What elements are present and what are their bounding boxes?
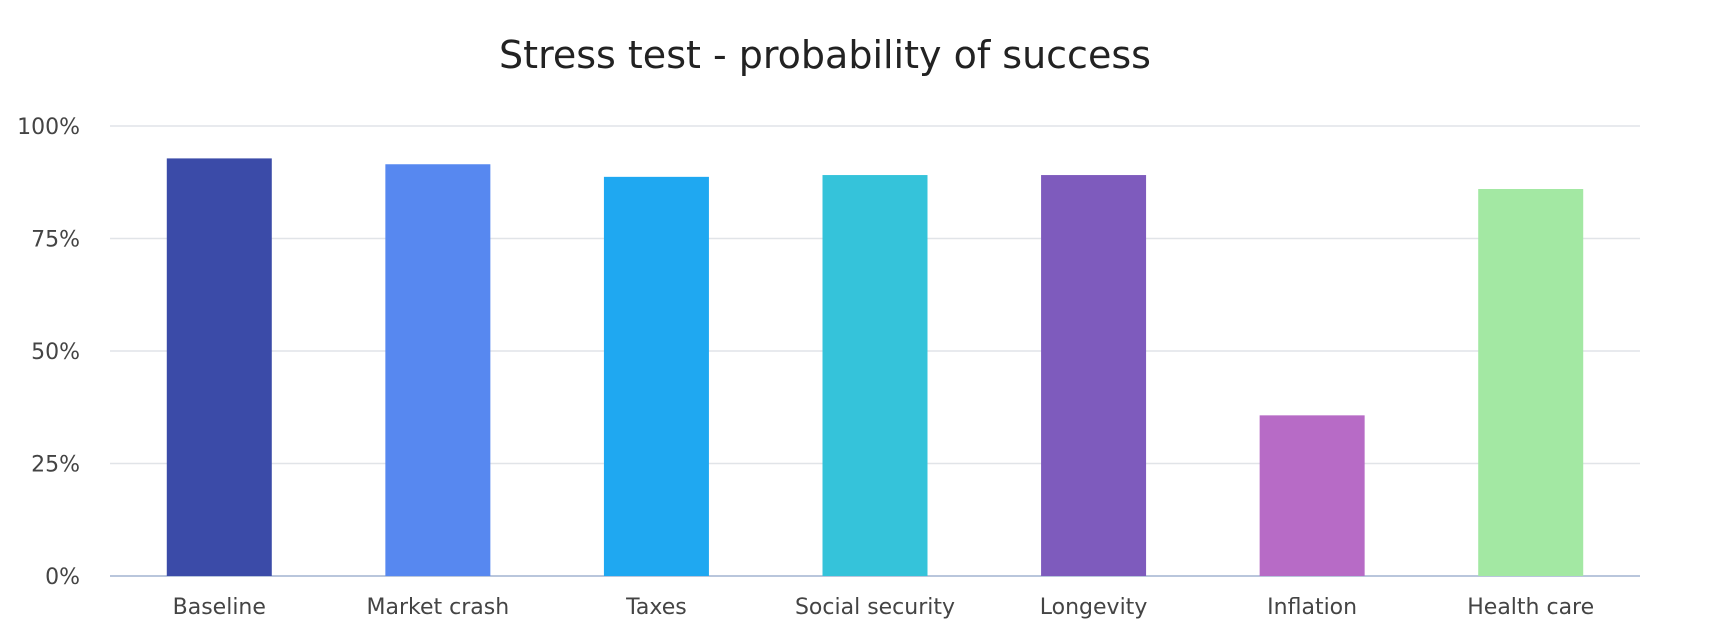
y-tick-label: 75% — [31, 228, 80, 253]
bar-health-care — [1478, 189, 1584, 576]
y-tick-label: 0% — [45, 565, 80, 590]
x-tick-label: Longevity — [1040, 595, 1148, 620]
x-axis-ticks: Baseline Market crash Taxes Social security… — [173, 595, 1595, 620]
x-tick-label: Health care — [1467, 595, 1594, 620]
y-tick-label: 50% — [31, 340, 80, 365]
bars — [166, 158, 1584, 577]
bar-longevity — [1041, 175, 1147, 577]
x-tick-label: Baseline — [173, 595, 266, 620]
x-tick-label: Social security — [795, 595, 955, 620]
chart-title: Stress test - probability of success — [499, 33, 1151, 77]
y-tick-label: 100% — [17, 115, 80, 140]
bar-inflation — [1259, 415, 1365, 576]
bar-taxes — [603, 176, 709, 576]
x-tick-label: Taxes — [625, 595, 687, 620]
bar-baseline — [166, 158, 272, 576]
y-axis-ticks: 0% 25% 50% 75% 100% — [17, 115, 80, 590]
y-tick-label: 25% — [31, 453, 80, 478]
x-tick-label: Inflation — [1267, 595, 1357, 620]
bar-market-crash — [385, 164, 491, 576]
bar-social-security — [822, 175, 928, 577]
x-tick-label: Market crash — [367, 595, 510, 620]
